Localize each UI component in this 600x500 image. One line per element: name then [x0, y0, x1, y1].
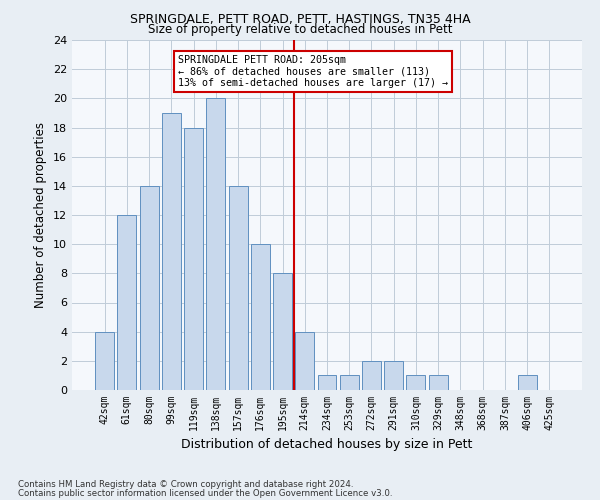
Bar	[317, 376, 337, 390]
X-axis label: Distribution of detached houses by size in Pett: Distribution of detached houses by size …	[181, 438, 473, 452]
Text: Size of property relative to detached houses in Pett: Size of property relative to detached ho…	[148, 22, 452, 36]
Bar	[251, 244, 270, 390]
Bar	[518, 376, 536, 390]
Bar	[95, 332, 114, 390]
Y-axis label: Number of detached properties: Number of detached properties	[34, 122, 47, 308]
Bar	[406, 376, 425, 390]
Text: SPRINGDALE PETT ROAD: 205sqm
← 86% of detached houses are smaller (113)
13% of s: SPRINGDALE PETT ROAD: 205sqm ← 86% of de…	[178, 54, 448, 88]
Bar	[162, 113, 181, 390]
Bar	[140, 186, 158, 390]
Bar	[118, 215, 136, 390]
Bar	[184, 128, 203, 390]
Bar	[206, 98, 225, 390]
Text: SPRINGDALE, PETT ROAD, PETT, HASTINGS, TN35 4HA: SPRINGDALE, PETT ROAD, PETT, HASTINGS, T…	[130, 12, 470, 26]
Bar	[384, 361, 403, 390]
Text: Contains public sector information licensed under the Open Government Licence v3: Contains public sector information licen…	[18, 488, 392, 498]
Bar	[362, 361, 381, 390]
Bar	[340, 376, 359, 390]
Bar	[273, 274, 292, 390]
Bar	[295, 332, 314, 390]
Bar	[229, 186, 248, 390]
Text: Contains HM Land Registry data © Crown copyright and database right 2024.: Contains HM Land Registry data © Crown c…	[18, 480, 353, 489]
Bar	[429, 376, 448, 390]
